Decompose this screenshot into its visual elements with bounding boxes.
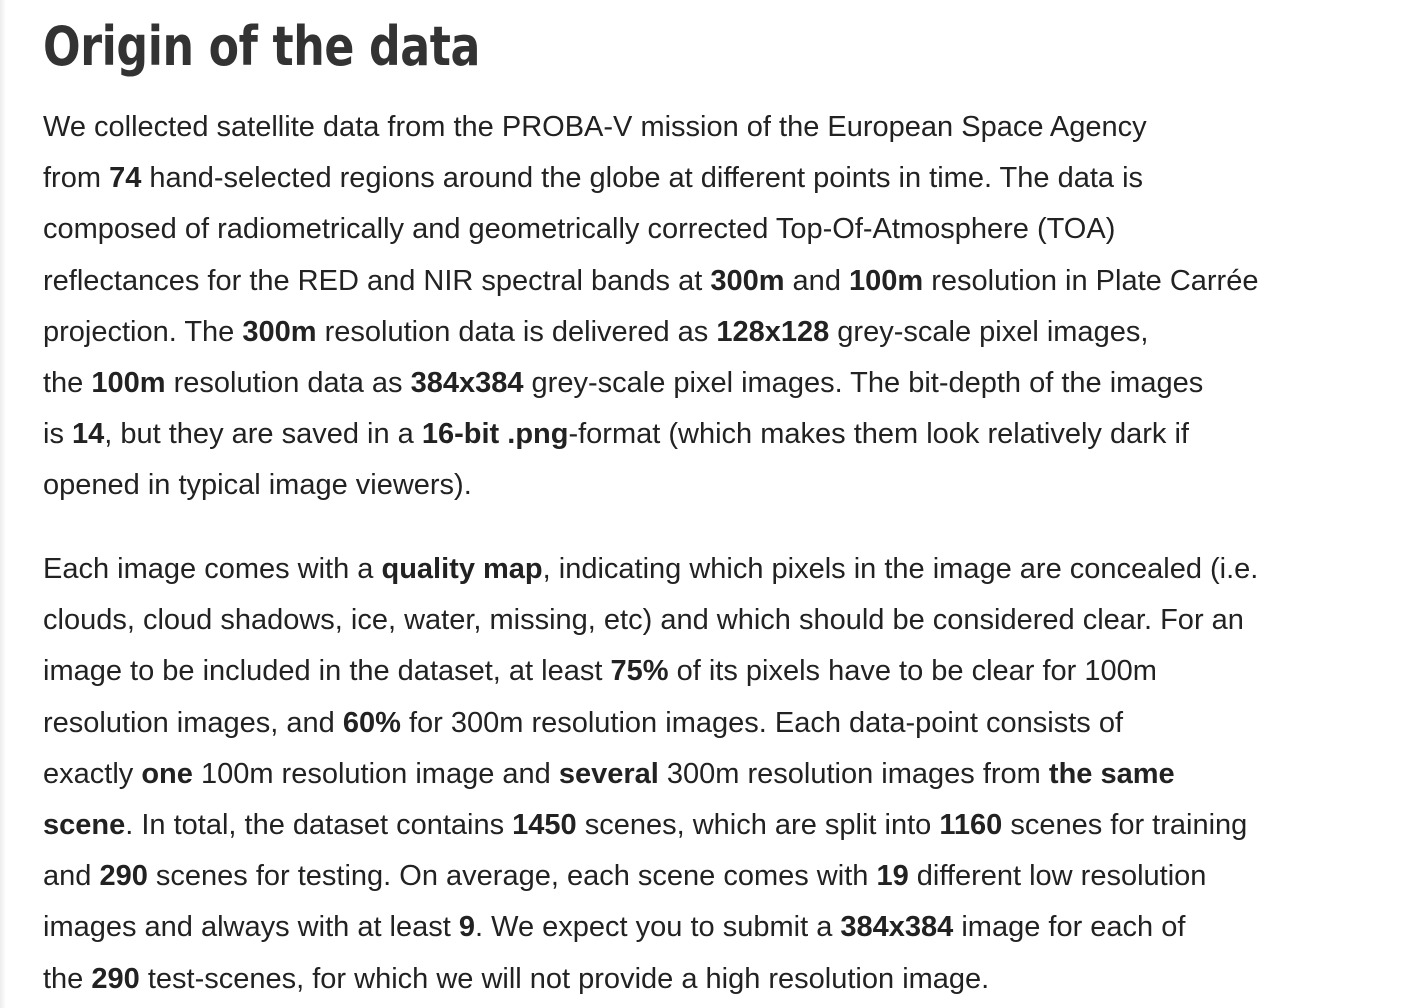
emphasis-text: 100m — [91, 366, 166, 399]
text-line: resolution images, and 60% for 300m reso… — [43, 698, 1403, 749]
body-text: resolution images, and — [43, 706, 343, 739]
emphasis-text: 60% — [342, 706, 401, 739]
emphasis-text: 16-bit .png — [421, 418, 569, 451]
text-line: images and always with at least 9. We ex… — [43, 902, 1403, 953]
body-text: grey-scale pixel images. The bit-depth o… — [523, 366, 1204, 399]
text-line: image to be included in the dataset, at … — [43, 646, 1403, 697]
body-text: resolution data as — [165, 366, 411, 399]
body-text: . In total, the dataset contains — [125, 808, 513, 841]
body-text: the — [43, 366, 92, 399]
emphasis-text: the same — [1048, 757, 1175, 790]
text-line: from 74 hand-selected regions around the… — [43, 153, 1403, 204]
body-text: 300m resolution images from — [658, 757, 1049, 790]
body-text: and — [43, 860, 100, 893]
text-line: projection. The 300m resolution data is … — [43, 307, 1403, 358]
emphasis-text: 1450 — [512, 808, 577, 841]
text-line: the 290 test-scenes, for which we will n… — [43, 954, 1403, 1005]
body-text: . We expect you to submit a — [475, 911, 841, 944]
body-text: for 300m resolution images. Each data-po… — [400, 706, 1124, 739]
body-text: scenes for testing. On average, each sce… — [147, 860, 877, 893]
body-text: reflectances for the RED and NIR spectra… — [43, 264, 711, 297]
body-text: grey-scale pixel images, — [829, 315, 1149, 348]
text-line: opened in typical image viewers). — [43, 460, 1403, 511]
page-left-edge — [0, 0, 6, 1008]
emphasis-text: 74 — [109, 162, 142, 195]
emphasis-text: 128x128 — [716, 315, 830, 348]
paragraph-data-origin: We collected satellite data from the PRO… — [43, 102, 1403, 512]
body-text: scenes, which are split into — [576, 808, 940, 841]
body-text: different low resolution — [908, 860, 1207, 893]
body-text: image to be included in the dataset, at … — [43, 655, 611, 688]
emphasis-text: several — [558, 757, 659, 790]
body-text: , indicating which pixels in the image a… — [542, 553, 1259, 585]
body-text: from — [43, 162, 110, 195]
body-text: opened in typical image viewers). — [43, 469, 472, 502]
body-text: hand-selected regions around the globe a… — [141, 162, 1144, 195]
body-text: the — [43, 962, 92, 995]
body-text: is — [43, 418, 72, 451]
paragraph-quality-map: Each image comes with a quality map, ind… — [43, 544, 1403, 1005]
text-line: composed of radiometrically and geometri… — [43, 204, 1403, 255]
emphasis-text: 1160 — [939, 808, 1003, 841]
body-text: exactly — [43, 757, 142, 790]
emphasis-text: 75% — [610, 655, 669, 688]
text-line: Each image comes with a quality map, ind… — [43, 544, 1403, 595]
body-text: scenes for training — [1002, 808, 1248, 841]
emphasis-text: 384x384 — [840, 911, 954, 944]
body-text: image for each of — [953, 911, 1186, 944]
body-text: test-scenes, for which we will not provi… — [139, 962, 990, 995]
emphasis-text: 300m — [242, 315, 317, 348]
text-line: clouds, cloud shadows, ice, water, missi… — [43, 595, 1403, 646]
body-text: clouds, cloud shadows, ice, water, missi… — [43, 604, 1244, 637]
body-text: We collected satellite data from the PRO… — [43, 111, 1147, 143]
body-text: resolution data is delivered as — [316, 315, 717, 348]
body-text: Each image comes with a — [43, 553, 382, 585]
body-text: -format (which makes them look relativel… — [568, 418, 1189, 451]
body-text: projection. The — [43, 315, 243, 348]
text-line: scene. In total, the dataset contains 14… — [43, 800, 1403, 851]
emphasis-text: 290 — [91, 962, 140, 995]
page-title: Origin of the data — [43, 15, 480, 78]
body-text: , but they are saved in a — [104, 418, 422, 451]
body-text: resolution in Plate Carrée — [923, 264, 1259, 297]
text-line: the 100m resolution data as 384x384 grey… — [43, 358, 1403, 409]
text-line: We collected satellite data from the PRO… — [43, 102, 1403, 153]
body-text: of its pixels have to be clear for 100m — [668, 655, 1157, 688]
text-line: reflectances for the RED and NIR spectra… — [43, 256, 1403, 307]
emphasis-text: 384x384 — [410, 366, 524, 399]
text-line: exactly one 100m resolution image and se… — [43, 749, 1403, 800]
emphasis-text: scene — [43, 808, 126, 841]
emphasis-text: one — [141, 757, 193, 790]
text-line: is 14, but they are saved in a 16-bit .p… — [43, 409, 1403, 460]
emphasis-text: 9 — [458, 911, 476, 944]
body-text: images and always with at least — [43, 911, 459, 944]
emphasis-text: 14 — [72, 418, 105, 451]
emphasis-text: 300m — [710, 264, 785, 297]
body-text: composed of radiometrically and geometri… — [43, 213, 1116, 246]
emphasis-text: quality map — [381, 553, 543, 585]
body-text: 100m resolution image and — [192, 757, 559, 790]
emphasis-text: 19 — [876, 860, 909, 893]
emphasis-text: 290 — [99, 860, 148, 893]
emphasis-text: 100m — [849, 264, 924, 297]
body-text: and — [784, 264, 849, 297]
text-line: and 290 scenes for testing. On average, … — [43, 851, 1403, 902]
